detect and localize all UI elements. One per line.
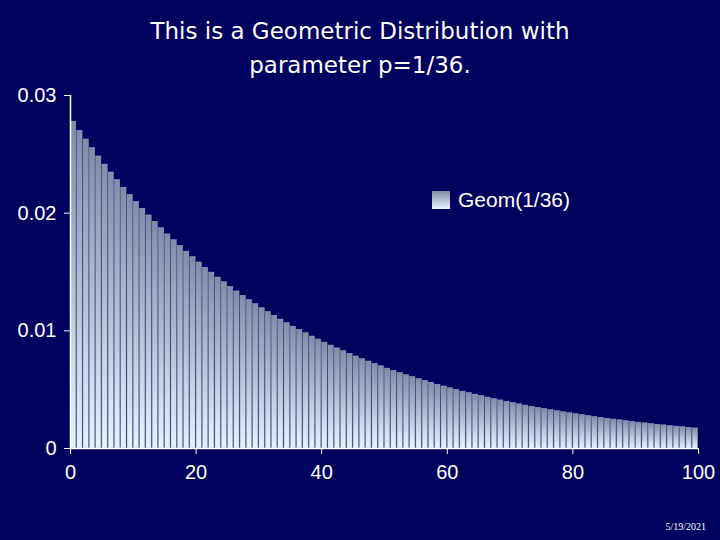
svg-text:20: 20 <box>185 461 207 483</box>
svg-text:0.01: 0.01 <box>18 319 57 341</box>
svg-text:0: 0 <box>65 461 76 483</box>
html-text:This is a Geometric Distributi: This is a Geometric Distribution with pa… <box>150 18 570 78</box>
svg-text:40: 40 <box>311 461 333 483</box>
svg-text:100: 100 <box>682 461 715 483</box>
svg-text:0: 0 <box>45 437 56 459</box>
svg-text:80: 80 <box>562 461 584 483</box>
svg-text:0.03: 0.03 <box>18 84 57 106</box>
svg-text:60: 60 <box>436 461 458 483</box>
html-text:5/19/2021: 5/19/2021 <box>665 521 706 532</box>
html-text:Geom(1/36): Geom(1/36) <box>458 188 570 211</box>
svg-text:0.02: 0.02 <box>18 202 57 224</box>
